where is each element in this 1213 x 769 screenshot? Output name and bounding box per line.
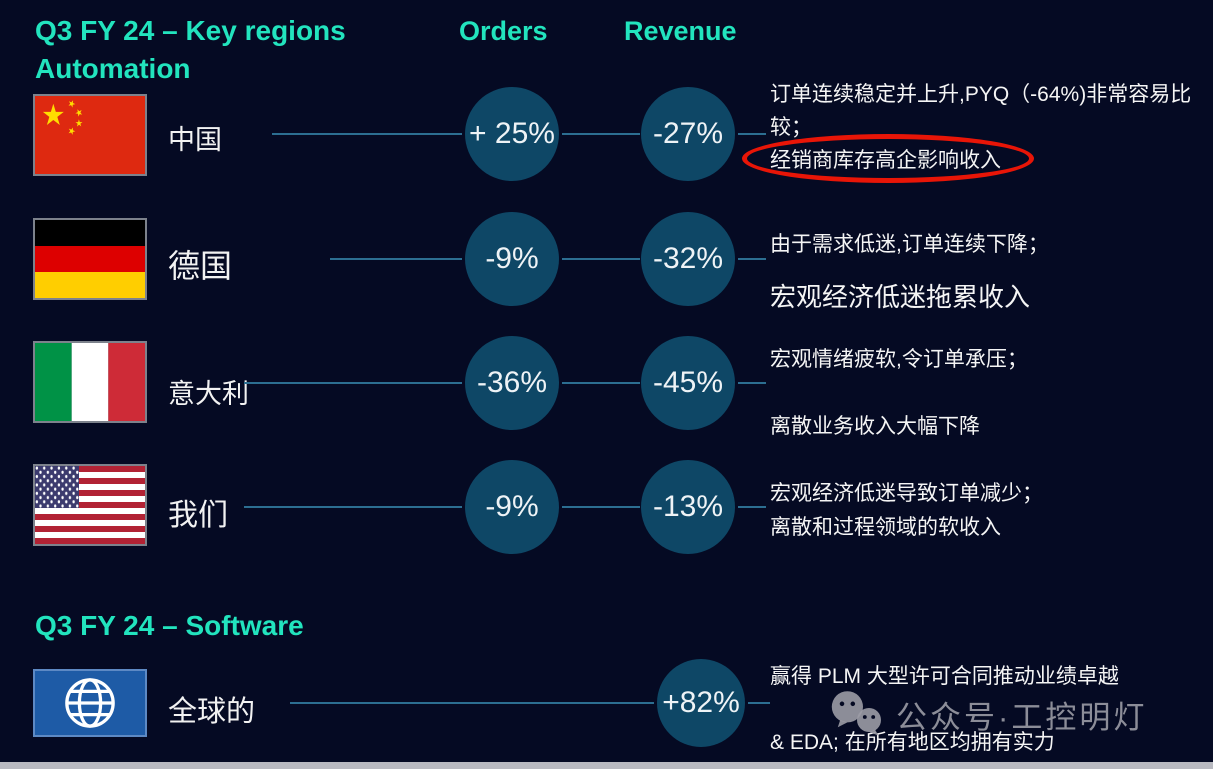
revenue-kpi-italy: -45% [641, 336, 735, 430]
red-circle-annotation [742, 134, 1034, 183]
orders-column-header: Orders [459, 16, 548, 46]
bottom-bar [0, 762, 1213, 769]
usa-flag [33, 464, 147, 546]
region-label-germany: 德国 [168, 248, 233, 284]
connector-line [244, 382, 462, 384]
italy-flag [33, 341, 147, 423]
connector-line [244, 506, 462, 508]
revenue-kpi-us: -13% [641, 460, 735, 554]
title-line-2: Automation [35, 53, 191, 84]
note-germany-2: 宏观经济低迷拖累收入 [770, 282, 1031, 312]
watermark: 公众号·工控明灯 [828, 690, 1147, 738]
connector-line [738, 382, 766, 384]
connector-line [738, 133, 766, 135]
orders-kpi-us: -9% [465, 460, 559, 554]
note-us-2: 离散和过程领域的软收入 [770, 516, 1001, 539]
region-label-us: 我们 [168, 499, 228, 532]
germany-flag [33, 218, 147, 300]
connector-line [562, 382, 640, 384]
software-section-title: Q3 FY 24 – Software [35, 610, 304, 641]
region-label-italy: 意大利 [168, 379, 249, 409]
revenue-kpi-germany: -32% [641, 212, 735, 306]
wechat-icon [831, 691, 881, 736]
watermark-text: 公众号·工控明灯 [896, 699, 1148, 735]
software-kpi-global: +82% [657, 659, 745, 747]
automation-section-title: Q3 FY 24 – Key regions Automation [35, 12, 346, 88]
connector-line [562, 258, 640, 260]
revenue-kpi-china: -27% [641, 87, 735, 181]
note-global-1: 赢得 PLM 大型许可合同推动业绩卓越 [770, 665, 1119, 688]
revenue-column-header: Revenue [624, 16, 737, 46]
connector-line [738, 506, 766, 508]
region-label-global: 全球的 [168, 696, 256, 728]
connector-line [272, 133, 462, 135]
note-china-1: 订单连续稳定并上升,PYQ（-64%)非常容易比较； [770, 83, 1192, 139]
note-us-1: 宏观经济低迷导致订单减少； [770, 482, 1043, 505]
note-global-2: & EDA; 在所有地区均拥有实力 [770, 731, 1055, 754]
connector-line [738, 258, 766, 260]
note-germany-1: 由于需求低迷,订单连续下降； [770, 233, 1049, 256]
china-flag [33, 94, 147, 176]
region-label-china: 中国 [168, 125, 222, 155]
globe-icon [33, 669, 147, 737]
connector-line [290, 702, 654, 704]
title-line-1: Q3 FY 24 – Key regions [35, 15, 346, 46]
connector-line [562, 506, 640, 508]
orders-kpi-germany: -9% [465, 212, 559, 306]
connector-line [562, 133, 640, 135]
connector-line [330, 258, 462, 260]
orders-kpi-china: + 25% [465, 87, 559, 181]
note-italy-1: 宏观情绪疲软,令订单承压； [770, 348, 1028, 371]
note-italy-2: 离散业务收入大幅下降 [770, 415, 980, 438]
orders-kpi-italy: -36% [465, 336, 559, 430]
connector-line [748, 702, 770, 704]
